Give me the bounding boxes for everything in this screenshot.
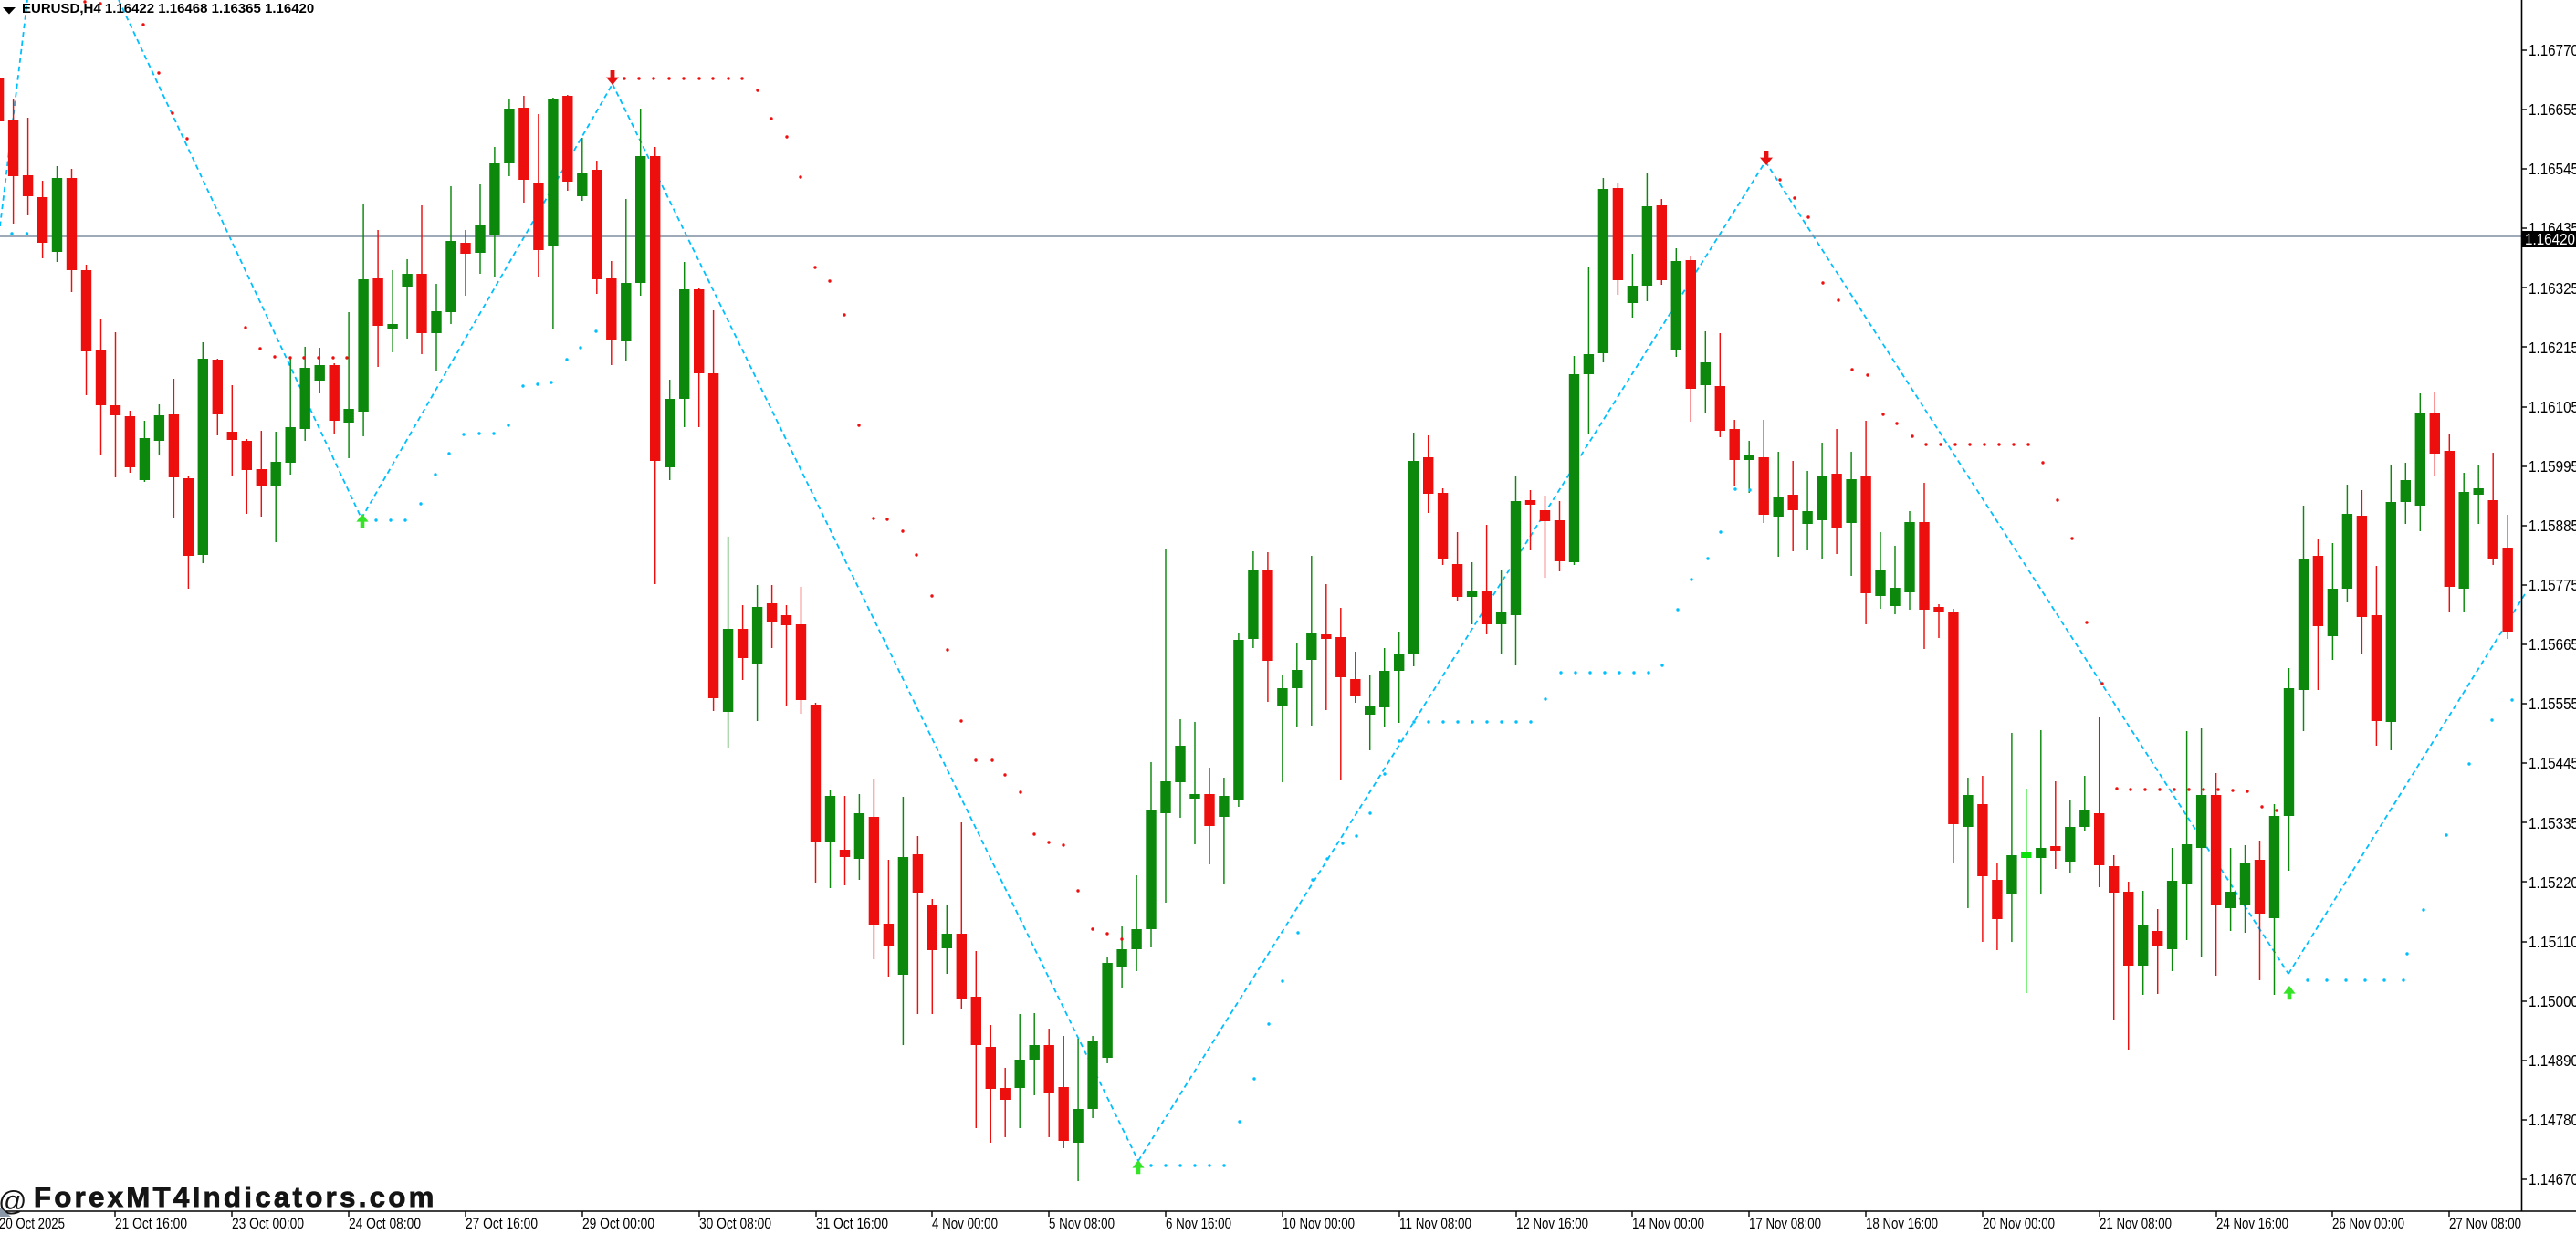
svg-text:1.16215: 1.16215 [2529,339,2576,357]
svg-text:1.15220: 1.15220 [2529,873,2576,892]
svg-text:27 Oct 16:00: 27 Oct 16:00 [466,1215,538,1229]
svg-text:1.15335: 1.15335 [2529,814,2576,832]
svg-text:1.15995: 1.15995 [2529,457,2576,476]
svg-text:1.16545: 1.16545 [2529,160,2576,178]
svg-text:23 Oct 00:00: 23 Oct 00:00 [232,1215,304,1229]
svg-text:1.16770: 1.16770 [2529,41,2576,59]
svg-text:1.15110: 1.15110 [2529,933,2576,951]
svg-text:21 Nov 08:00: 21 Nov 08:00 [2100,1215,2172,1229]
svg-text:24 Oct 08:00: 24 Oct 08:00 [349,1215,421,1229]
svg-text:1.16105: 1.16105 [2529,398,2576,416]
svg-text:11 Nov 08:00: 11 Nov 08:00 [1399,1215,1471,1229]
svg-text:4 Nov 00:00: 4 Nov 00:00 [932,1215,998,1229]
svg-text:1.16420: 1.16420 [2525,230,2575,248]
svg-text:1.15445: 1.15445 [2529,754,2576,772]
svg-text:1.15665: 1.15665 [2529,635,2576,654]
svg-text:26 Nov 00:00: 26 Nov 00:00 [2332,1215,2404,1229]
svg-text:14 Nov 00:00: 14 Nov 00:00 [1632,1215,1704,1229]
svg-text:EURUSD,H4 1.16422 1.16468 1.1: EURUSD,H4 1.16422 1.16468 1.16365 1.1642… [22,1,314,16]
svg-text:1.14670: 1.14670 [2529,1170,2576,1188]
svg-text:21 Oct 16:00: 21 Oct 16:00 [115,1215,187,1229]
svg-text:20 Nov 00:00: 20 Nov 00:00 [1983,1215,2055,1229]
svg-text:30 Oct 08:00: 30 Oct 08:00 [699,1215,771,1229]
svg-text:1.16325: 1.16325 [2529,279,2576,298]
svg-text:24 Nov 16:00: 24 Nov 16:00 [2216,1215,2288,1229]
svg-text:1.14780: 1.14780 [2529,1111,2576,1129]
svg-text:1.14890: 1.14890 [2529,1051,2576,1070]
svg-text:1.15000: 1.15000 [2529,992,2576,1010]
svg-text:17 Nov 08:00: 17 Nov 08:00 [1749,1215,1821,1229]
svg-text:18 Nov 16:00: 18 Nov 16:00 [1866,1215,1938,1229]
svg-text:1.15555: 1.15555 [2529,695,2576,713]
svg-text:ForexMT4Indicators.com: ForexMT4Indicators.com [34,1181,437,1213]
svg-text:1.16655: 1.16655 [2529,100,2576,119]
svg-text:20 Oct 2025: 20 Oct 2025 [0,1215,65,1229]
svg-text:5 Nov 08:00: 5 Nov 08:00 [1049,1215,1115,1229]
svg-text:10 Nov 00:00: 10 Nov 00:00 [1283,1215,1355,1229]
svg-text:31 Oct 16:00: 31 Oct 16:00 [816,1215,888,1229]
svg-text:1.15885: 1.15885 [2529,517,2576,535]
svg-text:1.15775: 1.15775 [2529,576,2576,594]
svg-text:29 Oct 00:00: 29 Oct 00:00 [582,1215,654,1229]
svg-text:12 Nov 16:00: 12 Nov 16:00 [1516,1215,1588,1229]
svg-text:27 Nov 08:00: 27 Nov 08:00 [2449,1215,2521,1229]
svg-text:6 Nov 16:00: 6 Nov 16:00 [1166,1215,1231,1229]
